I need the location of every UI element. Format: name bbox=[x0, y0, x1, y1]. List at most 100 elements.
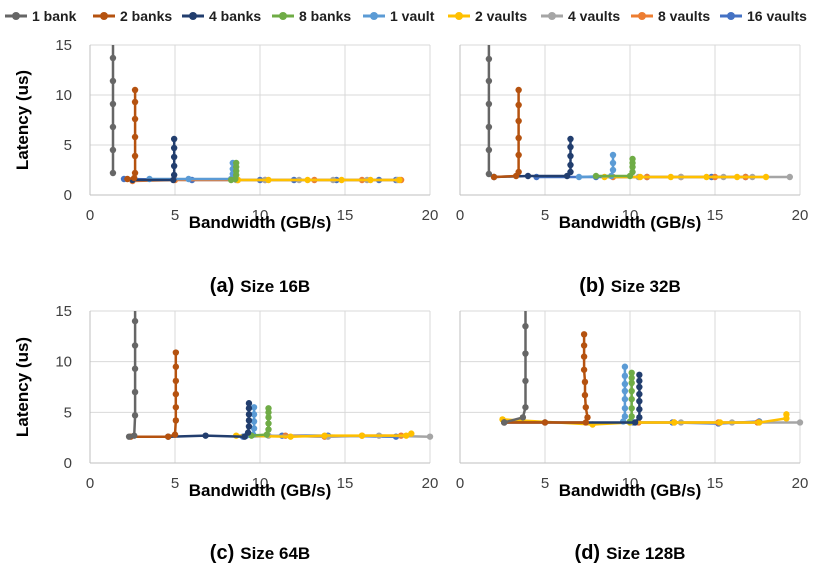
data-point bbox=[185, 175, 192, 183]
data-point bbox=[628, 405, 635, 412]
panel-caption: (c) Size 64B bbox=[210, 542, 310, 564]
data-point bbox=[522, 323, 529, 330]
data-point bbox=[170, 144, 178, 152]
data-point bbox=[621, 405, 629, 412]
series-2-banks bbox=[501, 331, 591, 426]
caption-letter: (a) bbox=[210, 275, 234, 297]
x-axis-label: Bandwidth (GB/s) bbox=[189, 213, 332, 232]
data-point bbox=[636, 390, 643, 398]
data-point bbox=[671, 419, 678, 426]
data-point bbox=[636, 377, 643, 385]
x-tick-label: 0 bbox=[86, 207, 94, 224]
data-point bbox=[567, 143, 574, 151]
y-tick-label: 15 bbox=[55, 37, 72, 54]
data-point bbox=[170, 176, 177, 184]
data-point bbox=[109, 123, 117, 131]
series-8-banks bbox=[248, 405, 272, 439]
data-point bbox=[131, 152, 139, 160]
data-point bbox=[582, 404, 589, 411]
legend-marker bbox=[370, 12, 378, 20]
legend-marker bbox=[727, 12, 735, 20]
data-point bbox=[609, 159, 617, 167]
data-point bbox=[621, 363, 629, 370]
legend-marker bbox=[12, 12, 20, 20]
series-line bbox=[502, 414, 788, 426]
caption-text: Size 32B bbox=[611, 277, 681, 296]
data-point bbox=[485, 77, 493, 85]
data-point bbox=[631, 419, 639, 426]
series-4-banks bbox=[501, 371, 643, 426]
data-point bbox=[756, 419, 763, 426]
data-point bbox=[519, 414, 527, 421]
legend-label: 4 banks bbox=[209, 8, 261, 24]
data-point bbox=[621, 380, 629, 388]
data-point bbox=[131, 86, 139, 94]
legend-label: 4 vaults bbox=[568, 8, 620, 24]
data-point bbox=[131, 317, 139, 325]
data-point bbox=[131, 388, 139, 396]
data-point bbox=[172, 404, 180, 411]
data-point bbox=[636, 414, 643, 421]
x-tick-label: 20 bbox=[422, 475, 439, 492]
series-2-banks bbox=[124, 86, 139, 183]
data-point bbox=[321, 432, 328, 439]
x-tick-label: 5 bbox=[541, 475, 549, 492]
x-axis-label: Bandwidth (GB/s) bbox=[559, 481, 702, 500]
data-point bbox=[567, 168, 574, 176]
data-point bbox=[762, 173, 770, 181]
data-point bbox=[567, 152, 574, 160]
data-point bbox=[783, 411, 790, 418]
data-point bbox=[245, 400, 253, 407]
data-point bbox=[575, 173, 583, 181]
x-tick-label: 15 bbox=[707, 207, 724, 224]
data-point bbox=[522, 404, 529, 411]
data-point bbox=[109, 100, 117, 108]
data-point bbox=[515, 101, 522, 109]
data-point bbox=[172, 363, 180, 370]
data-point bbox=[358, 432, 366, 439]
data-point bbox=[501, 419, 508, 426]
legend-label: 8 vaults bbox=[658, 8, 710, 24]
series-8-banks bbox=[227, 159, 240, 184]
data-point bbox=[621, 395, 629, 403]
data-point bbox=[124, 175, 131, 183]
data-point bbox=[581, 378, 589, 386]
chart-panel: 0 5 10 15 20 Bandwidth (GB/s) (b) Size 32B bbox=[456, 44, 808, 297]
data-point bbox=[636, 383, 643, 391]
data-point bbox=[131, 169, 139, 177]
series-1-vault bbox=[620, 363, 629, 425]
x-tick-label: 15 bbox=[337, 207, 354, 224]
data-point bbox=[367, 176, 374, 184]
data-point bbox=[109, 54, 117, 62]
x-axis-label: Bandwidth (GB/s) bbox=[559, 213, 702, 232]
data-point bbox=[131, 365, 139, 372]
x-tick-label: 10 bbox=[252, 207, 269, 224]
data-point bbox=[524, 172, 532, 180]
x-tick-label: 10 bbox=[252, 475, 269, 492]
x-tick-label: 0 bbox=[86, 475, 94, 492]
data-point bbox=[515, 86, 522, 94]
data-point bbox=[250, 404, 258, 411]
data-point bbox=[244, 429, 252, 436]
data-point bbox=[426, 433, 434, 440]
data-point bbox=[170, 162, 178, 170]
data-point bbox=[592, 172, 600, 180]
legend-item: 1 bank bbox=[5, 8, 77, 24]
legend-item: 8 banks bbox=[272, 8, 351, 24]
y-tick-label: 5 bbox=[64, 137, 72, 154]
series-line bbox=[130, 352, 178, 438]
x-tick-label: 0 bbox=[456, 475, 464, 492]
legend-marker bbox=[638, 12, 646, 20]
x-tick-label: 10 bbox=[622, 207, 639, 224]
data-point bbox=[733, 173, 741, 181]
data-point bbox=[581, 391, 589, 399]
data-point bbox=[515, 151, 522, 159]
data-point bbox=[170, 171, 178, 179]
data-point bbox=[580, 366, 588, 373]
x-tick-label: 5 bbox=[171, 475, 179, 492]
legend-marker bbox=[279, 12, 287, 20]
data-point bbox=[609, 151, 617, 159]
data-point bbox=[202, 432, 209, 439]
series-1-bank bbox=[109, 45, 117, 177]
data-point bbox=[265, 414, 272, 421]
